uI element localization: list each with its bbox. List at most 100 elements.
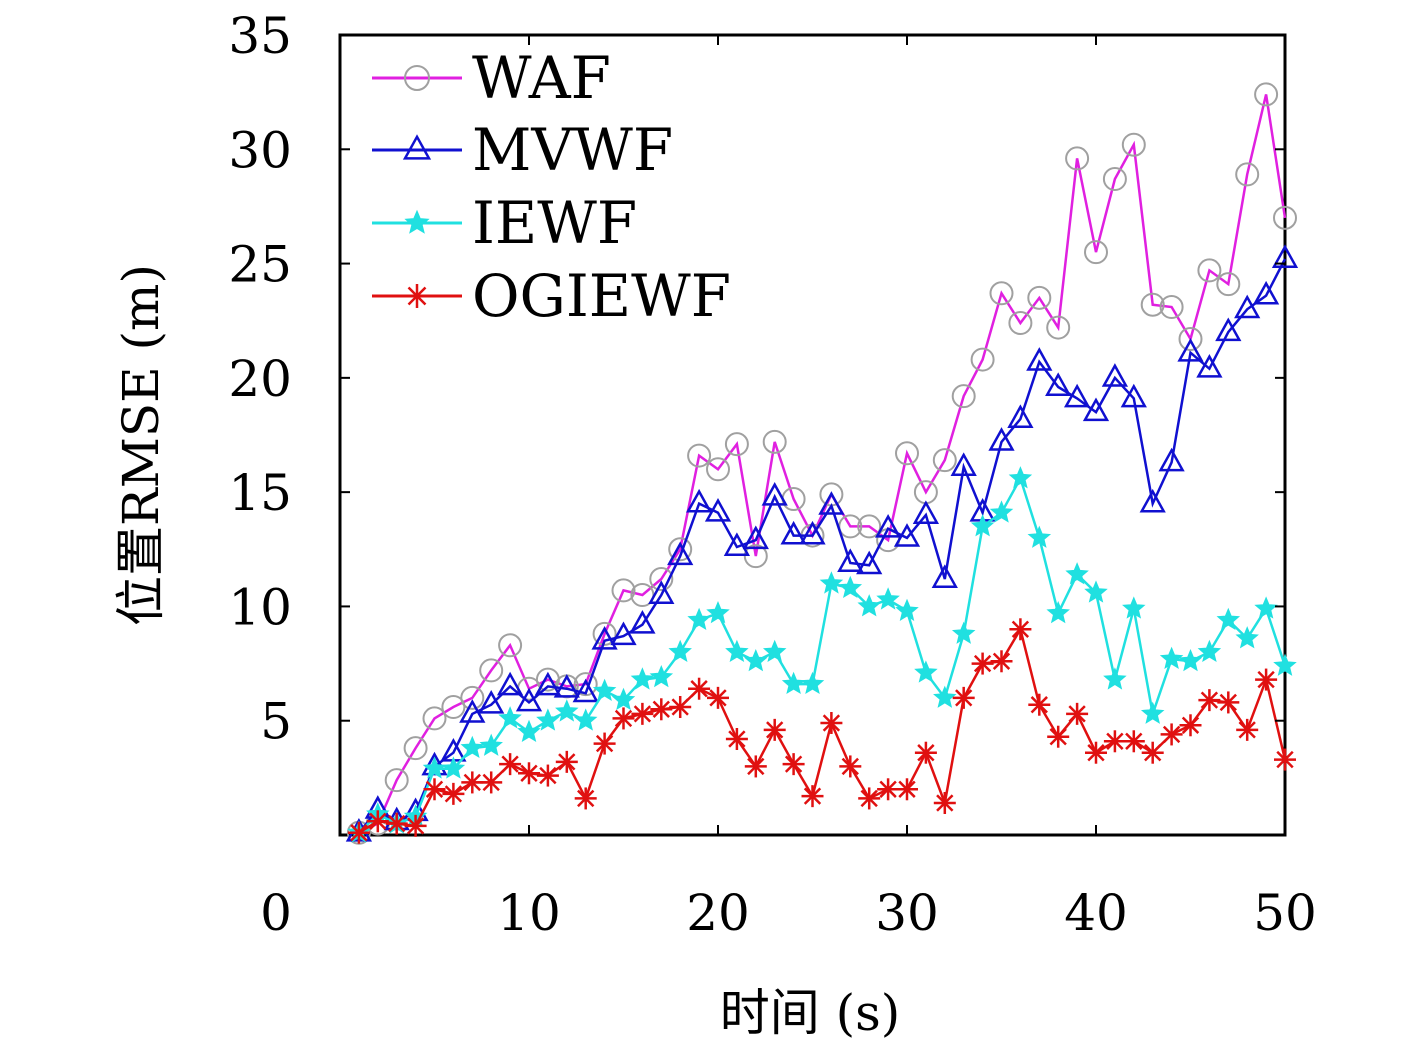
y-tick-label: 30 bbox=[228, 121, 292, 179]
data-point bbox=[1082, 397, 1110, 422]
data-point bbox=[1122, 596, 1146, 619]
data-point bbox=[951, 384, 976, 409]
y-tick-label: 25 bbox=[228, 236, 292, 294]
data-point bbox=[1045, 372, 1072, 396]
data-point bbox=[384, 768, 409, 793]
data-point bbox=[743, 544, 768, 569]
data-point bbox=[592, 678, 617, 701]
data-point bbox=[1216, 272, 1241, 297]
data-point bbox=[1027, 285, 1052, 310]
data-point bbox=[725, 639, 749, 663]
data-point bbox=[971, 652, 994, 675]
data-point bbox=[478, 690, 505, 714]
data-point bbox=[933, 792, 956, 814]
data-point bbox=[1103, 667, 1127, 690]
data-point bbox=[1217, 691, 1240, 714]
data-point bbox=[591, 626, 618, 650]
data-point bbox=[1103, 730, 1126, 753]
data-point bbox=[761, 482, 788, 506]
data-point bbox=[781, 671, 806, 695]
data-point bbox=[1158, 447, 1185, 472]
data-point bbox=[1141, 741, 1164, 764]
data-point bbox=[1047, 725, 1070, 748]
data-point bbox=[896, 778, 918, 801]
data-point bbox=[650, 698, 673, 721]
data-point bbox=[839, 755, 862, 778]
data-point bbox=[1235, 626, 1259, 649]
data-point bbox=[706, 457, 730, 482]
plot-border bbox=[338, 33, 1287, 837]
data-point bbox=[611, 687, 636, 711]
data-point bbox=[611, 578, 636, 603]
data-point bbox=[970, 514, 995, 537]
series-layer bbox=[345, 82, 1299, 845]
data-point bbox=[1120, 383, 1147, 408]
data-point bbox=[951, 621, 976, 644]
data-point bbox=[970, 347, 995, 372]
data-point bbox=[687, 443, 712, 468]
legend-label: IEWF bbox=[472, 189, 637, 257]
data-point bbox=[480, 771, 503, 794]
y-tick-label: 35 bbox=[228, 7, 292, 65]
data-point bbox=[555, 750, 578, 773]
data-point bbox=[442, 782, 465, 805]
data-point bbox=[1046, 600, 1070, 624]
data-point bbox=[1122, 730, 1145, 753]
data-point bbox=[536, 708, 560, 731]
data-point bbox=[517, 719, 541, 743]
data-point bbox=[989, 281, 1014, 306]
series-line bbox=[357, 258, 1287, 834]
tick-labels: 10 20 30 40 50 5 10 15 20 25 30 35 0 bbox=[228, 7, 1316, 942]
data-point bbox=[667, 541, 694, 566]
series-line bbox=[358, 94, 1287, 834]
data-point bbox=[1046, 315, 1071, 340]
data-point bbox=[1085, 741, 1107, 764]
data-point bbox=[573, 708, 598, 731]
data-point bbox=[818, 491, 845, 515]
legend-label: OGIEWF bbox=[472, 262, 731, 330]
data-point bbox=[1178, 327, 1203, 351]
data-point bbox=[988, 427, 1015, 451]
data-point bbox=[574, 787, 597, 810]
data-point bbox=[914, 741, 937, 764]
data-point bbox=[668, 537, 693, 562]
data-point bbox=[706, 600, 730, 624]
data-point bbox=[1178, 648, 1203, 672]
data-point bbox=[1273, 653, 1297, 676]
data-point bbox=[668, 639, 692, 663]
data-point bbox=[347, 821, 370, 844]
data-point bbox=[688, 677, 711, 700]
data-point bbox=[610, 621, 637, 646]
data-point bbox=[990, 650, 1013, 673]
data-point bbox=[479, 733, 503, 756]
data-point bbox=[724, 432, 749, 457]
data-point bbox=[612, 707, 635, 730]
data-point bbox=[1121, 132, 1146, 157]
data-point bbox=[553, 674, 580, 698]
data-point bbox=[762, 429, 787, 454]
data-point bbox=[366, 810, 389, 833]
data-point bbox=[1159, 295, 1184, 319]
data-point bbox=[762, 639, 787, 663]
data-point bbox=[404, 814, 427, 837]
data-point bbox=[1139, 488, 1166, 513]
data-point bbox=[498, 633, 523, 658]
data-point bbox=[460, 685, 485, 710]
data-point bbox=[780, 520, 807, 545]
data-point bbox=[1273, 205, 1297, 230]
data-point bbox=[723, 532, 751, 556]
data-point bbox=[573, 672, 598, 697]
y-tick-label: 5 bbox=[260, 693, 292, 751]
data-point bbox=[649, 567, 674, 591]
data-point bbox=[1084, 580, 1108, 603]
data-point bbox=[895, 598, 919, 621]
data-point bbox=[1101, 363, 1129, 387]
data-point bbox=[1027, 525, 1052, 548]
data-point bbox=[405, 284, 429, 308]
data-point bbox=[1140, 292, 1165, 317]
plot-frame bbox=[338, 33, 1287, 837]
x-tick-label: 10 bbox=[497, 884, 561, 942]
data-point bbox=[1084, 240, 1108, 265]
data-point bbox=[685, 488, 713, 513]
